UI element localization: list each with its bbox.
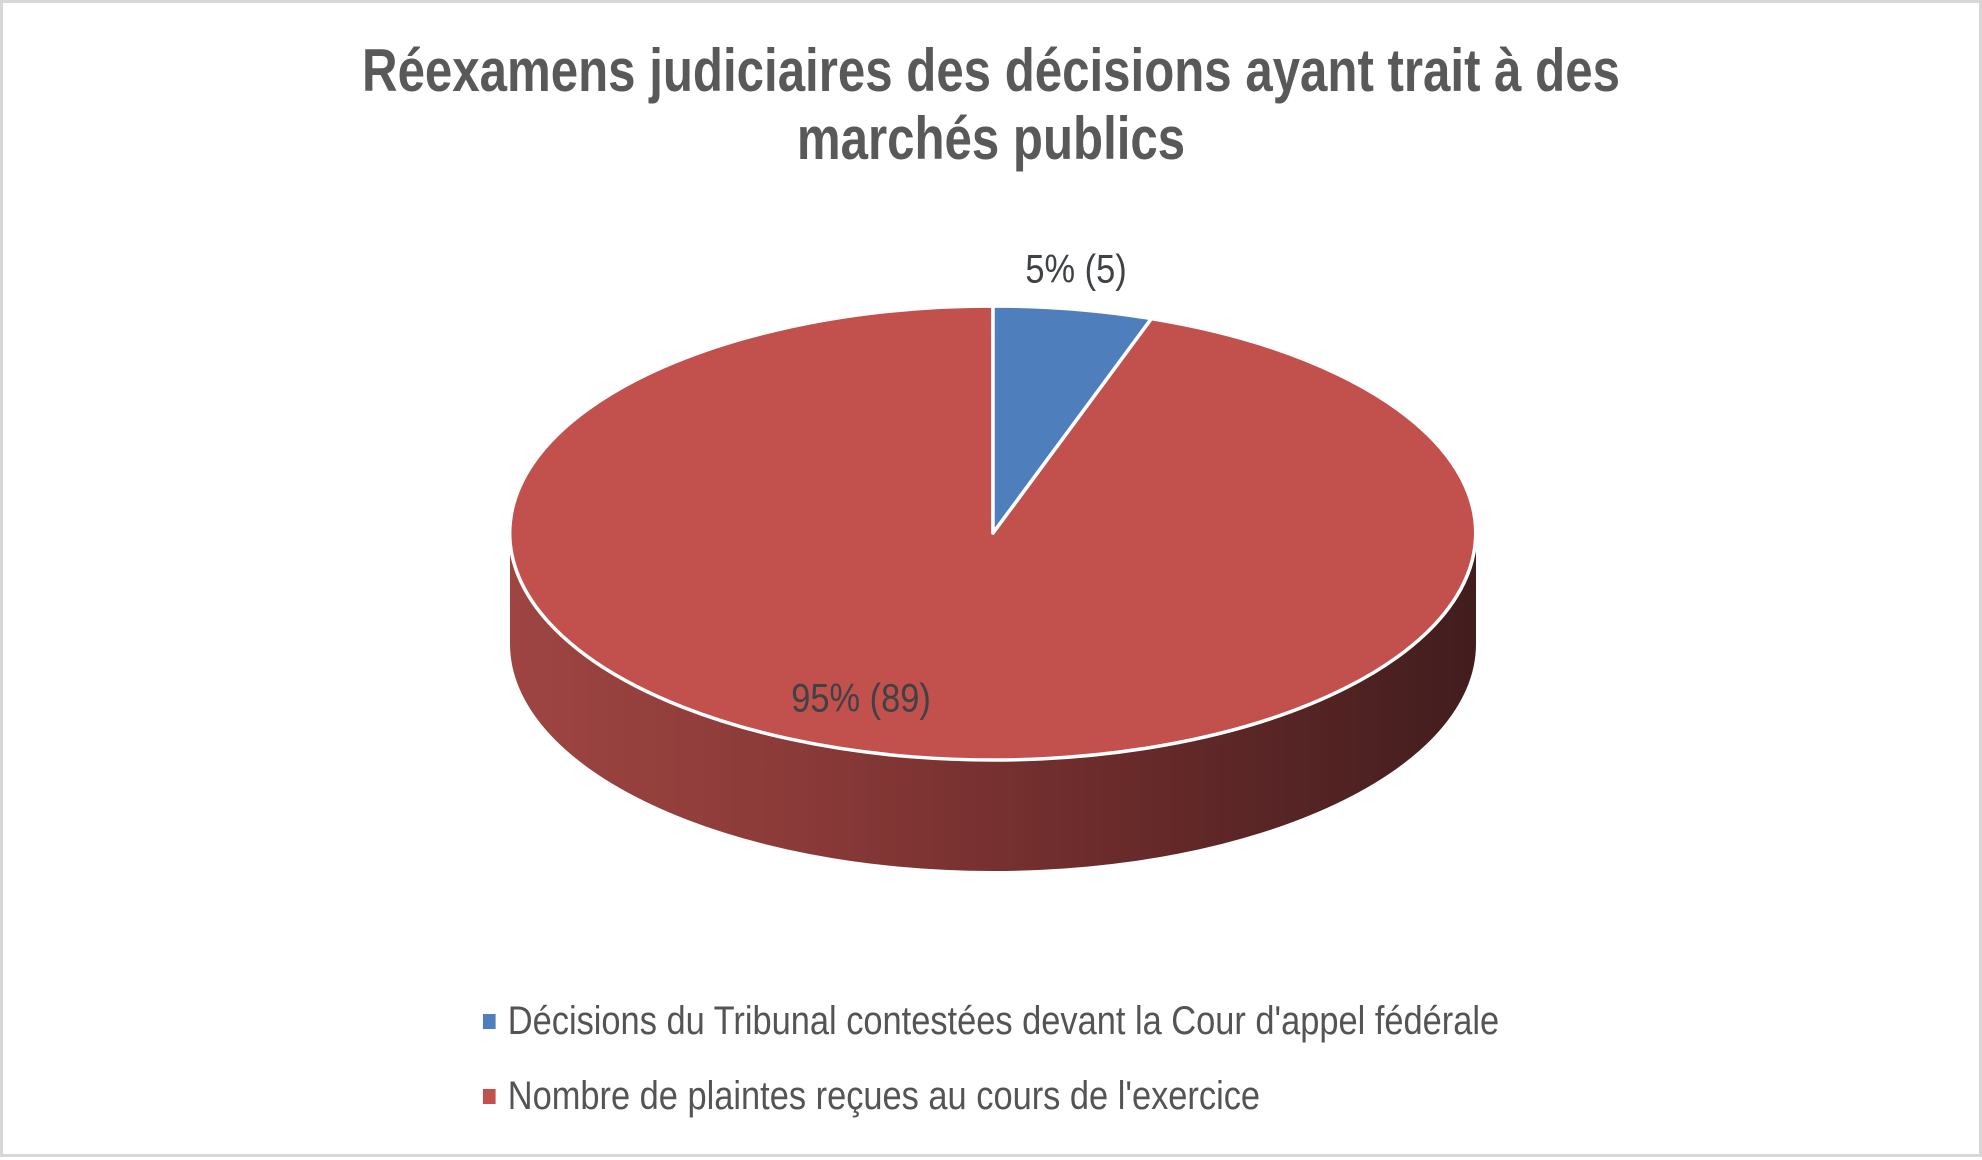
legend-item-red: Nombre de plaintes reçues au cours de l'… xyxy=(482,1073,1499,1118)
pie-slice-blue xyxy=(991,304,1154,535)
pie-chart xyxy=(508,304,1478,871)
chart-legend: Décisions du Tribunal contestées devant … xyxy=(482,998,1500,1118)
chart-title: Réexamens judiciaires des décisions ayan… xyxy=(181,37,1801,173)
chart-title-line-1: Réexamens judiciaires des décisions ayan… xyxy=(362,37,1620,104)
legend-label-red: Nombre de plaintes reçues au cours de l'… xyxy=(507,1073,1261,1118)
data-label-blue-slice: 5% (5) xyxy=(1025,247,1127,292)
legend-label-blue: Décisions du Tribunal contestées devant … xyxy=(507,998,1500,1043)
legend-swatch-red-icon xyxy=(482,1088,496,1104)
data-label-red-slice: 95% (89) xyxy=(791,676,931,721)
legend-swatch-blue-icon xyxy=(482,1013,496,1029)
pie-side-wall xyxy=(510,533,1476,871)
chart-title-line-2: marchés publics xyxy=(796,105,1186,172)
legend-item-blue: Décisions du Tribunal contestées devant … xyxy=(482,998,1500,1043)
